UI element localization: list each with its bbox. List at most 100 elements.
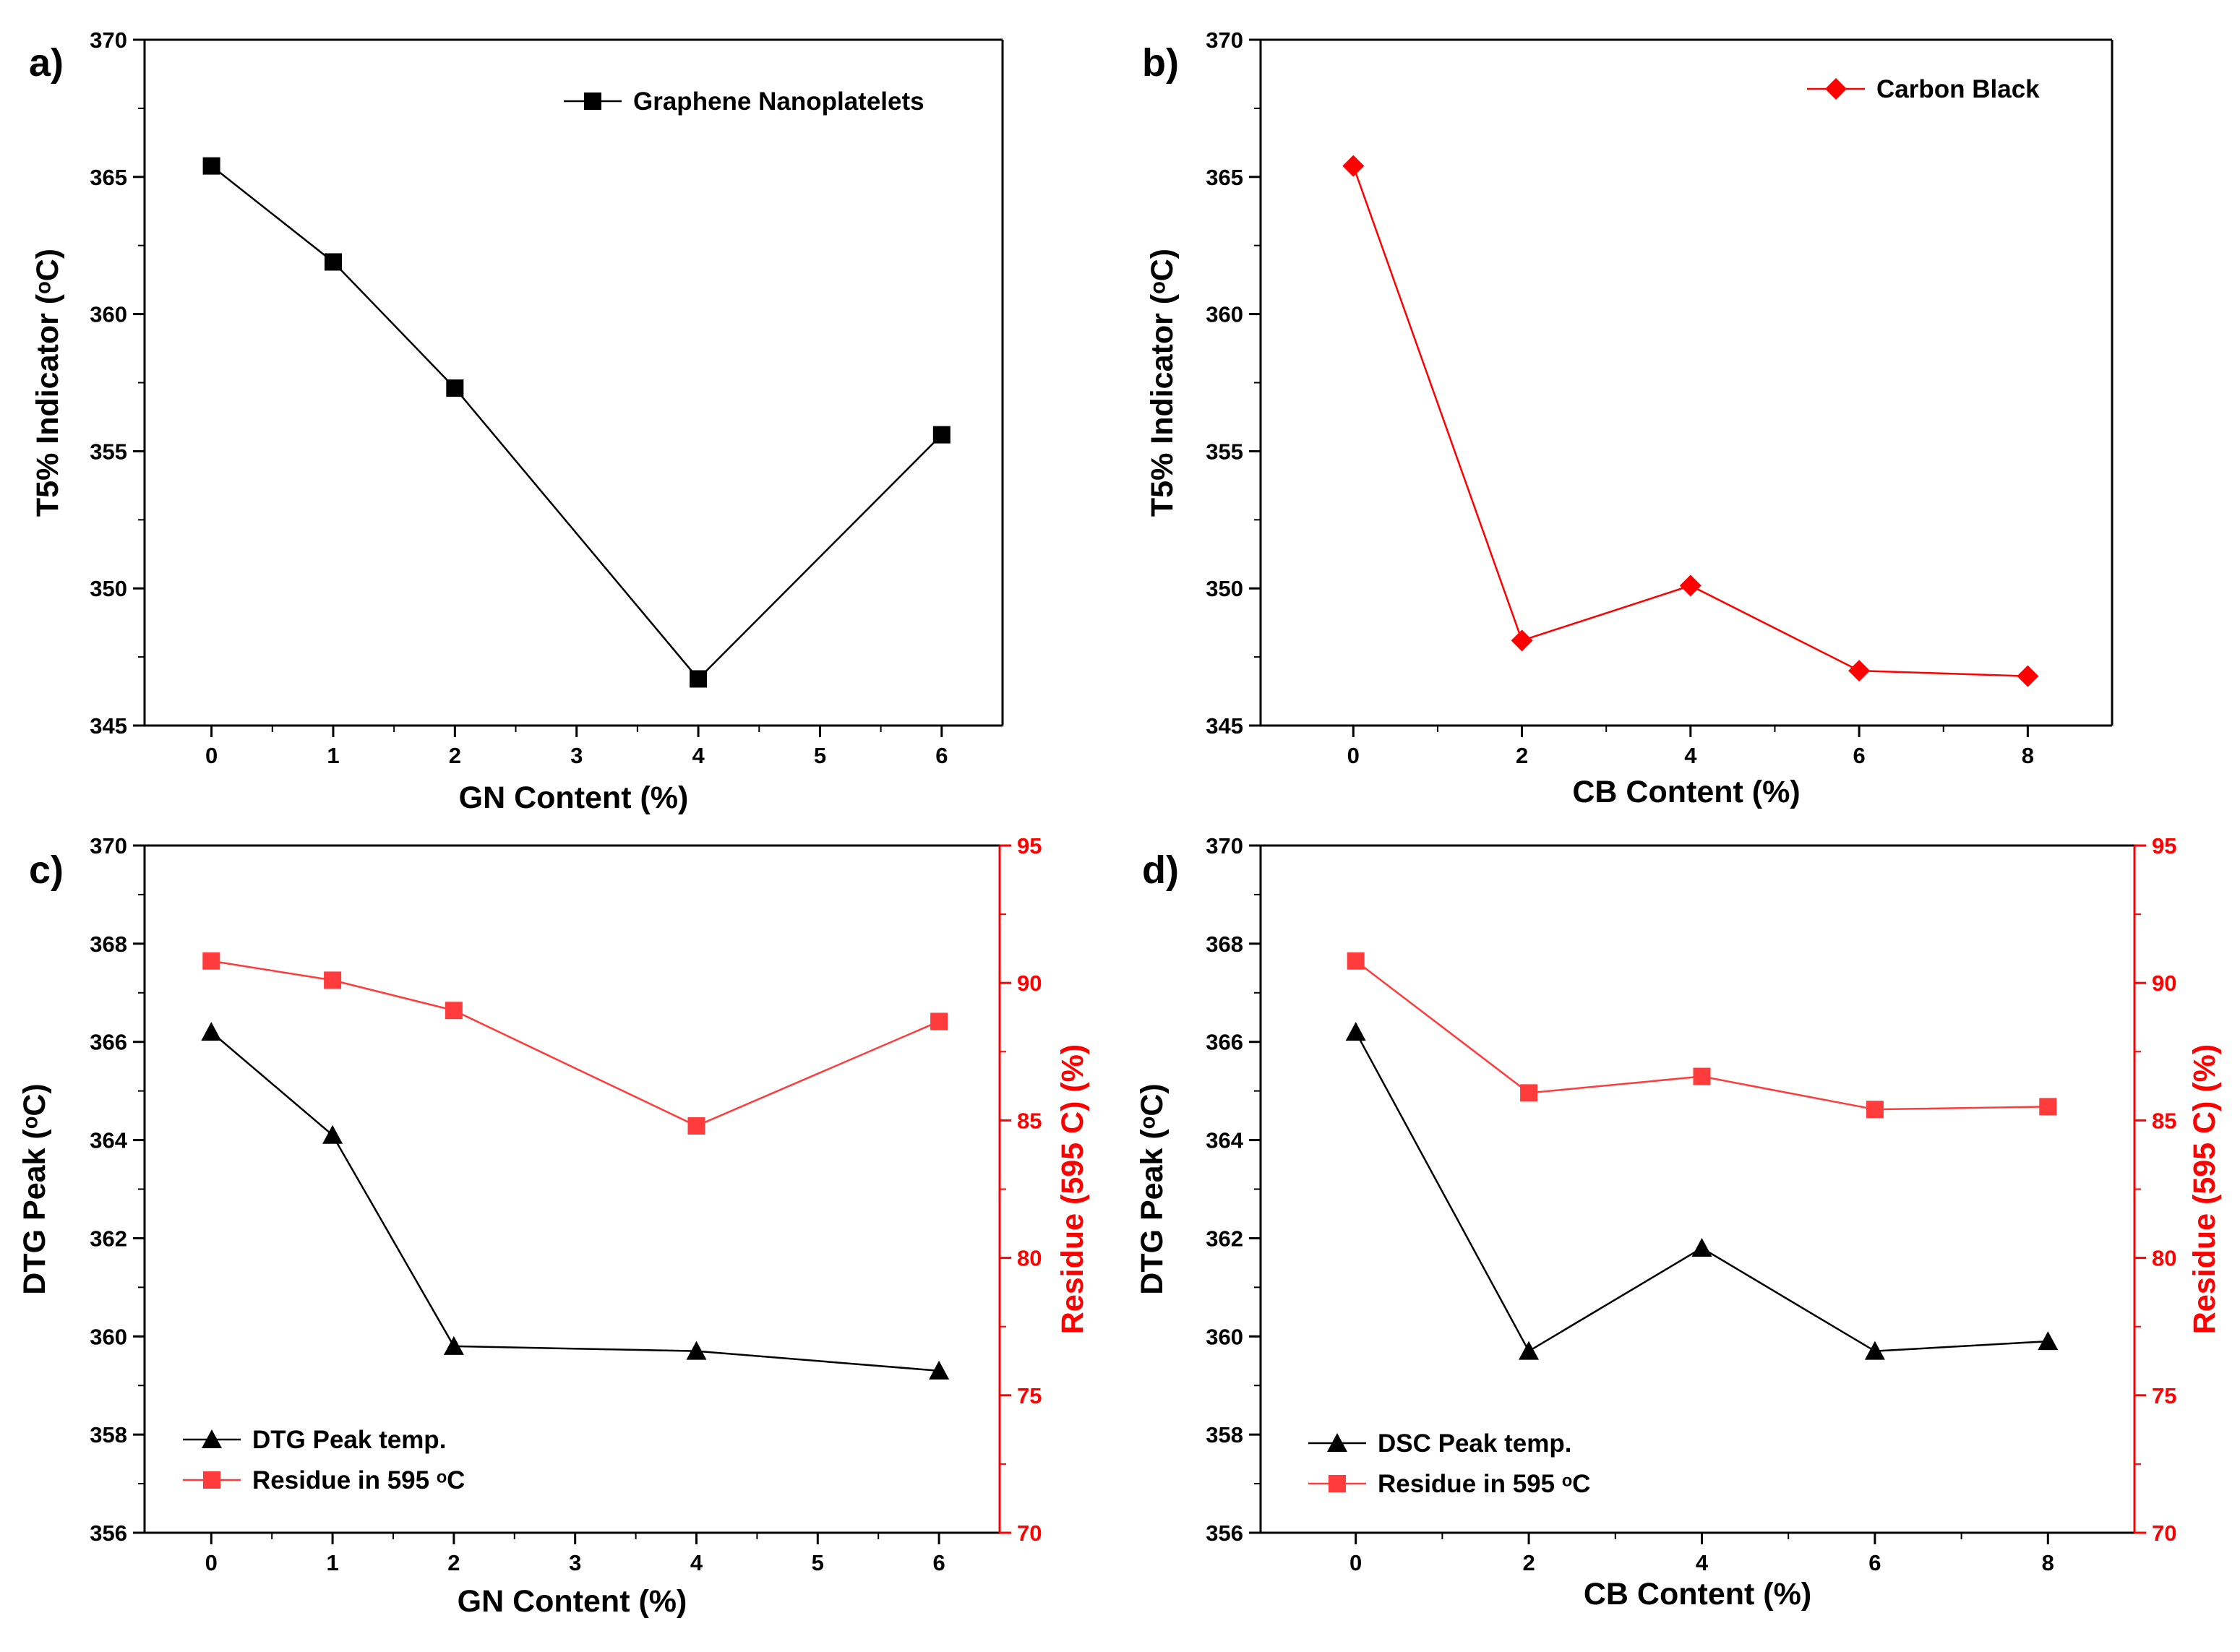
- panel-letter: b): [1142, 41, 1179, 85]
- y2-tick-label: 80: [2152, 1246, 2176, 1271]
- y-tick-label: 360: [90, 302, 127, 327]
- series-line: [1352, 165, 2028, 677]
- data-point: [1679, 575, 1702, 597]
- y-tick-label: 370: [1206, 27, 1243, 53]
- data-point: [687, 1117, 705, 1135]
- data-point: [322, 1124, 343, 1144]
- data-point: [1511, 629, 1533, 652]
- data-point: [2039, 1098, 2057, 1116]
- y-axis-title: DTG Peak (ᵒC): [17, 1083, 52, 1294]
- x-tick-label: 0: [205, 1550, 218, 1575]
- series-1: [201, 1022, 950, 1380]
- y-tick-label: 362: [90, 1226, 127, 1251]
- y-axis-title: DTG Peak (ᵒC): [1135, 1083, 1170, 1294]
- y-tick-label: 366: [90, 1030, 127, 1055]
- x-tick-label: 5: [812, 1550, 824, 1575]
- y2-tick-label: 90: [2152, 971, 2176, 996]
- legend-marker: [584, 93, 601, 110]
- chart-panel-2: b) 0 2 4 6 8 345 350 355 360 365 370 CB Content (%) T…: [1142, 27, 2114, 809]
- data-point: [1691, 1238, 1712, 1257]
- series-line: [211, 960, 940, 1127]
- legend-label: Residue in 595 ᵒC: [1378, 1470, 1590, 1498]
- y2-tick-label: 90: [1017, 971, 1042, 996]
- x-tick-label: 6: [932, 1550, 945, 1575]
- x-tick-label: 0: [1347, 743, 1360, 768]
- x-tick-label: 1: [327, 743, 339, 768]
- x-tick-label: 6: [1853, 743, 1865, 768]
- x-axis-title: GN Content (%): [459, 780, 689, 815]
- y2-tick-label: 80: [1017, 1246, 1042, 1271]
- series-1: [1342, 155, 2039, 687]
- y-tick-label: 370: [90, 833, 127, 859]
- y2-tick-label: 70: [2152, 1520, 2176, 1546]
- y-tick-label: 355: [1206, 439, 1243, 464]
- x-axis-title: CB Content (%): [1572, 775, 1800, 809]
- x-tick-label: 2: [1516, 743, 1528, 768]
- data-point: [324, 971, 342, 989]
- data-point: [1519, 1341, 1540, 1360]
- y2-tick-label: 95: [1017, 833, 1042, 859]
- y-tick-label: 370: [90, 27, 127, 53]
- data-point: [2038, 1331, 2059, 1351]
- data-point: [690, 670, 708, 688]
- y2-tick-label: 75: [1017, 1383, 1042, 1408]
- x-axis-title: CB Content (%): [1584, 1577, 1811, 1612]
- x-tick-label: 1: [326, 1550, 338, 1575]
- y-tick-label: 350: [1206, 576, 1243, 601]
- y-tick-label: 362: [1206, 1226, 1243, 1251]
- data-point: [202, 157, 220, 175]
- data-point: [2017, 665, 2039, 687]
- data-point: [443, 1335, 464, 1355]
- y-tick-label: 356: [90, 1520, 127, 1546]
- y2-tick-label: 95: [2152, 833, 2176, 859]
- y-tick-label: 370: [1206, 833, 1243, 859]
- data-point: [932, 426, 951, 444]
- data-point: [324, 253, 342, 271]
- x-tick-label: 8: [2022, 743, 2034, 768]
- data-point: [1345, 1022, 1366, 1041]
- y-tick-label: 345: [90, 713, 127, 739]
- y-axis-title: T5% Indicator (ᵒC): [1145, 249, 1180, 517]
- x-tick-label: 2: [449, 743, 461, 768]
- x-axis-title: GN Content (%): [458, 1584, 687, 1619]
- legend-marker: [202, 1429, 222, 1448]
- x-tick-label: 4: [690, 1550, 703, 1575]
- chart-panel-4: d) 0 2 4 6 8 356 358 360 362 364 366 368 370 70 75 80 85 9…: [1135, 833, 2222, 1612]
- y-tick-label: 368: [1206, 932, 1243, 957]
- series-line: [1355, 960, 2048, 1111]
- y2-axis-title: Residue (595 C) (%): [1055, 1044, 1090, 1334]
- x-tick-label: 3: [569, 1550, 581, 1575]
- y-tick-label: 364: [1206, 1128, 1243, 1153]
- legend-label: Graphene Nanoplatelets: [633, 87, 924, 116]
- y2-axis-title: Residue (595 C) (%): [2187, 1044, 2222, 1334]
- x-tick-label: 4: [1696, 1550, 1709, 1575]
- y-tick-label: 365: [1206, 165, 1243, 190]
- x-tick-label: 6: [1868, 1550, 1881, 1575]
- y-tick-label: 365: [90, 165, 127, 190]
- y2-tick-label: 85: [1017, 1108, 1042, 1133]
- y-tick-label: 366: [1206, 1030, 1243, 1055]
- y-tick-label: 368: [90, 932, 127, 957]
- y-tick-label: 355: [90, 439, 127, 464]
- legend-label: Residue in 595 ᵒC: [252, 1466, 465, 1494]
- data-point: [1693, 1067, 1711, 1085]
- x-tick-label: 2: [1522, 1550, 1535, 1575]
- y-tick-label: 345: [1206, 713, 1243, 739]
- series-line: [210, 165, 943, 681]
- legend-label: Carbon Black: [1876, 75, 2040, 103]
- data-point: [201, 1022, 222, 1041]
- y2-tick-label: 70: [1017, 1520, 1042, 1546]
- y-tick-label: 364: [90, 1128, 127, 1153]
- y-tick-label: 350: [90, 576, 127, 601]
- y-tick-label: 360: [1206, 1324, 1243, 1349]
- data-point: [446, 379, 464, 397]
- data-point: [1520, 1084, 1538, 1102]
- legend-marker: [1825, 78, 1847, 100]
- legend-marker: [1329, 1475, 1346, 1492]
- series-line: [210, 1031, 940, 1372]
- x-tick-label: 3: [570, 743, 583, 768]
- x-tick-label: 0: [1349, 1550, 1362, 1575]
- legend-label: DTG Peak temp.: [252, 1426, 446, 1454]
- x-tick-label: 2: [447, 1550, 460, 1575]
